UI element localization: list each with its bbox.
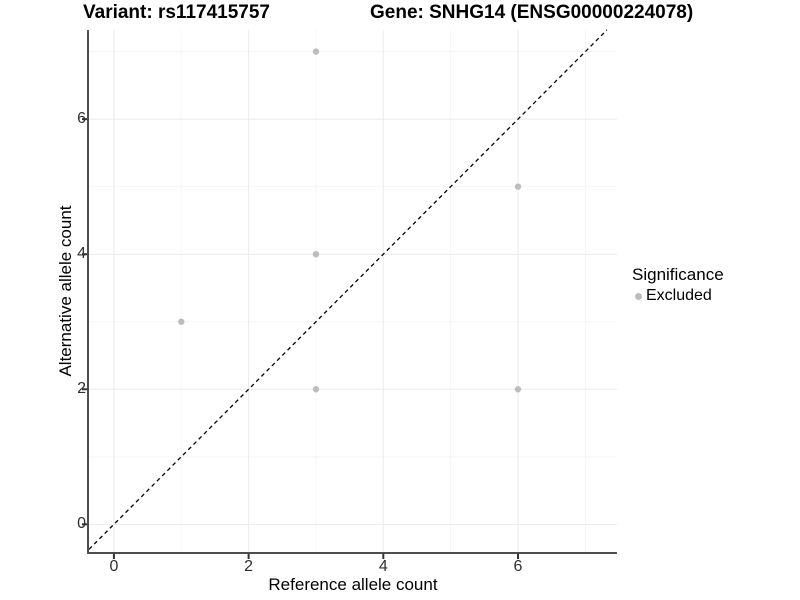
plot-title-variant: Variant: rs117415757	[83, 2, 270, 23]
legend-title: Significance	[632, 265, 724, 284]
y-axis-title: Alternative allele count	[56, 205, 75, 377]
y-tick-mark	[82, 253, 87, 256]
y-axis-line	[87, 30, 89, 554]
legend-entry: Excluded	[630, 286, 724, 306]
data-point	[178, 318, 185, 325]
y-tick-mark	[82, 388, 87, 391]
legend: Significance Excluded	[630, 264, 724, 306]
x-tick-label: 2	[244, 558, 254, 575]
data-point	[312, 386, 320, 393]
legend-key-dot	[635, 292, 642, 300]
y-tick-label: 4	[77, 245, 86, 263]
legend-entry-label: Excluded	[646, 287, 712, 304]
y-tick-mark	[82, 523, 87, 526]
x-tick-label: 6	[513, 558, 523, 575]
x-axis-title: Reference allele count	[268, 575, 438, 594]
y-tick-mark	[82, 118, 87, 121]
data-point	[514, 183, 522, 190]
identity-reference-line	[88, 29, 608, 550]
data-point	[312, 48, 320, 55]
legend-entries: Excluded	[630, 286, 724, 306]
plot-title-gene: Gene: SNHG14 (ENSG00000224078)	[370, 2, 694, 23]
x-tick-mark	[112, 554, 115, 559]
x-tick-mark	[382, 554, 385, 559]
data-point	[312, 250, 320, 258]
y-tick-label: 6	[77, 110, 86, 128]
x-axis-line	[87, 552, 617, 554]
data-point	[514, 386, 522, 393]
x-tick-label: 4	[378, 558, 388, 575]
y-tick-label: 2	[77, 380, 86, 398]
x-tick-label: 0	[109, 558, 119, 575]
y-tick-label: 0	[77, 515, 86, 533]
x-tick-mark	[247, 554, 250, 559]
x-tick-mark	[517, 554, 519, 559]
